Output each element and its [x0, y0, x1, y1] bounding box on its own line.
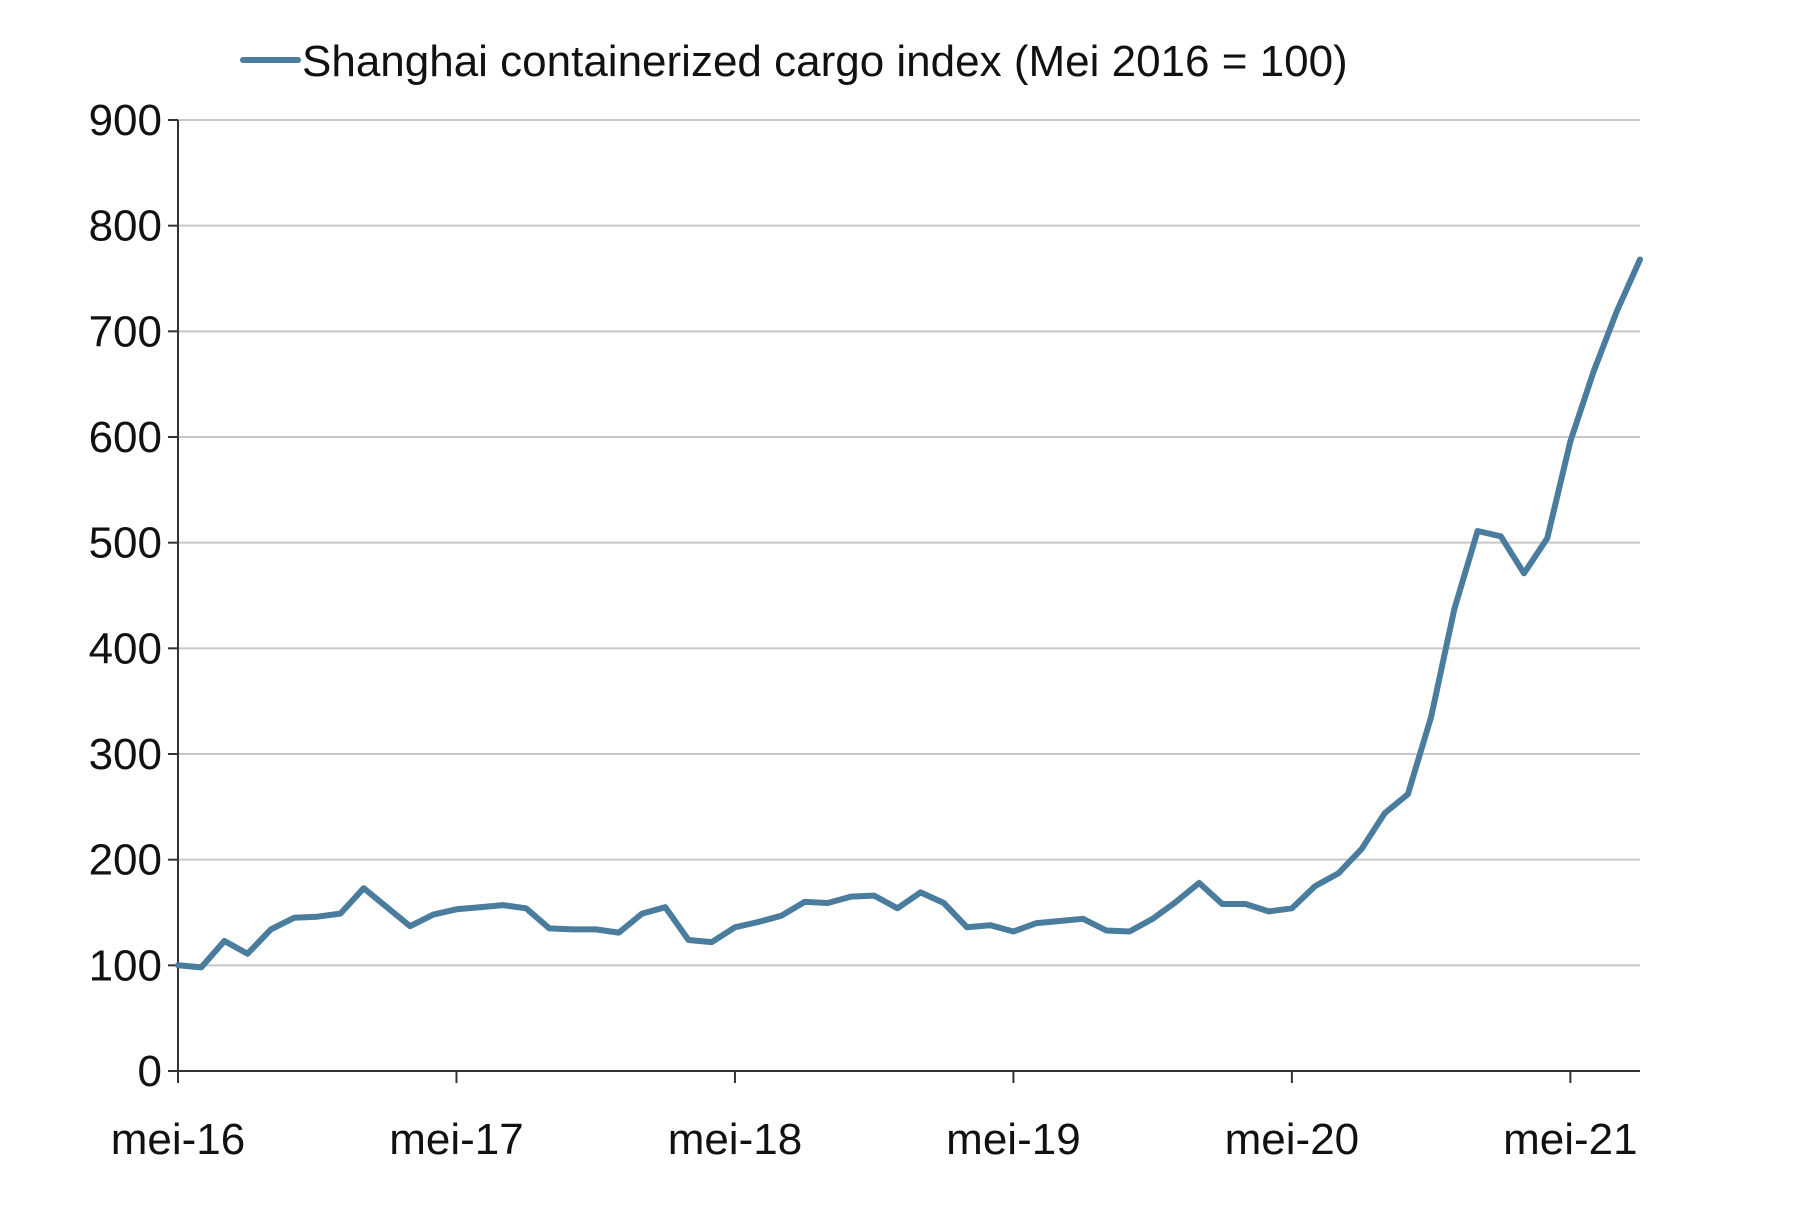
x-tick-label: mei-20	[1225, 1115, 1360, 1164]
data-point	[291, 915, 297, 921]
data-point	[1266, 908, 1272, 914]
data-point	[1359, 846, 1365, 852]
data-point	[1242, 901, 1248, 907]
y-tick-label: 900	[89, 96, 162, 145]
series-group	[175, 256, 1643, 971]
data-point	[1103, 927, 1109, 933]
data-point	[268, 926, 274, 932]
data-point	[1567, 438, 1573, 444]
y-tick-label: 700	[89, 307, 162, 356]
y-tick-label: 400	[89, 624, 162, 673]
data-point	[802, 899, 808, 905]
data-point	[1034, 920, 1040, 926]
data-point	[1057, 918, 1063, 924]
grid-lines	[178, 119, 1640, 967]
data-point	[662, 904, 668, 910]
data-point	[314, 914, 320, 920]
x-tick-label: mei-21	[1503, 1115, 1638, 1164]
data-point	[477, 904, 483, 910]
data-point	[337, 911, 343, 917]
x-tick-label: mei-16	[111, 1115, 246, 1164]
data-point	[1498, 533, 1504, 539]
data-point	[1010, 929, 1016, 935]
data-point	[593, 926, 599, 932]
data-point	[500, 902, 506, 908]
y-tick-label: 500	[89, 519, 162, 568]
data-point	[1219, 901, 1225, 907]
y-tick-label: 800	[89, 202, 162, 251]
legend-label: Shanghai containerized cargo index (Mei …	[302, 37, 1348, 86]
data-point	[825, 900, 831, 906]
data-point	[1405, 791, 1411, 797]
data-point	[245, 951, 251, 957]
data-point	[175, 962, 181, 968]
data-point	[221, 938, 227, 944]
data-point	[709, 939, 715, 945]
data-point	[570, 926, 576, 932]
y-tick-label: 300	[89, 730, 162, 779]
y-axis-ticks: 0 100 200 300 400 500 600 700 800 900	[89, 96, 178, 1096]
data-point	[198, 964, 204, 970]
x-axis-ticks: mei-16 mei-17 mei-18 mei-19 mei-20 mei-21	[111, 1071, 1638, 1164]
axes	[177, 120, 1640, 1072]
data-point	[1544, 535, 1550, 541]
data-point	[778, 913, 784, 919]
data-point	[1196, 880, 1202, 886]
data-point	[546, 925, 552, 931]
data-point	[1614, 308, 1620, 314]
data-point	[871, 893, 877, 899]
data-point	[1382, 810, 1388, 816]
data-point	[1637, 256, 1643, 262]
data-point	[941, 900, 947, 906]
data-point	[1428, 714, 1434, 720]
data-point	[407, 923, 413, 929]
data-point	[987, 922, 993, 928]
x-tick-label: mei-19	[946, 1115, 1081, 1164]
series-line	[175, 256, 1643, 971]
data-point	[1312, 883, 1318, 889]
data-point	[1150, 916, 1156, 922]
data-point	[1126, 929, 1132, 935]
x-tick-label: mei-18	[668, 1115, 803, 1164]
data-point	[1451, 606, 1457, 612]
y-tick-label: 100	[89, 941, 162, 990]
data-point	[384, 904, 390, 910]
y-tick-label: 600	[89, 413, 162, 462]
x-tick-label: mei-17	[389, 1115, 524, 1164]
data-point	[732, 924, 738, 930]
y-tick-label: 0	[138, 1047, 162, 1096]
data-point	[686, 937, 692, 943]
data-point	[1080, 916, 1086, 922]
data-point	[918, 889, 924, 895]
data-point	[1521, 570, 1527, 576]
data-point	[523, 905, 529, 911]
data-point	[361, 885, 367, 891]
data-point	[1335, 870, 1341, 876]
data-point	[1173, 899, 1179, 905]
data-point	[848, 894, 854, 900]
data-point	[430, 912, 436, 918]
data-point	[616, 930, 622, 936]
data-point	[755, 919, 761, 925]
data-point	[1289, 905, 1295, 911]
data-point	[639, 911, 645, 917]
data-point	[964, 924, 970, 930]
y-tick-label: 200	[89, 836, 162, 885]
data-point	[1475, 528, 1481, 534]
legend: Shanghai containerized cargo index (Mei …	[240, 37, 1348, 86]
data-point	[894, 905, 900, 911]
data-point	[1591, 368, 1597, 374]
data-point	[453, 906, 459, 912]
